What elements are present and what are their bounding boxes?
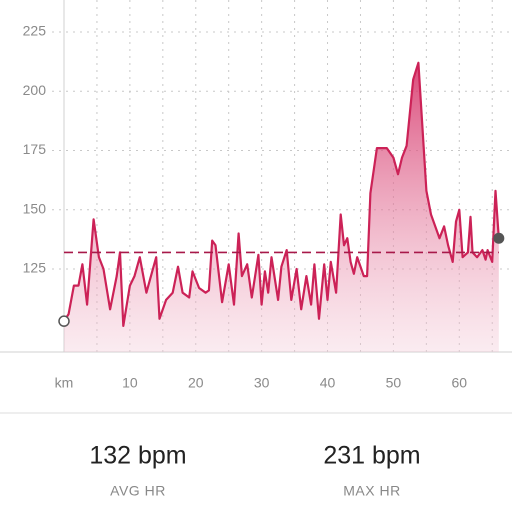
stat-value: 231 bpm	[323, 442, 420, 470]
end-marker	[493, 232, 505, 244]
stat-label: AVG HR	[110, 483, 166, 499]
start-marker	[58, 315, 70, 327]
y-tick-label: 225	[23, 23, 47, 39]
line	[63, 61, 500, 327]
x-tick-label: 30	[254, 375, 270, 391]
y-tick-label: 200	[23, 82, 47, 98]
y-tick-label: 175	[23, 141, 47, 157]
x-tick-label: 50	[386, 375, 402, 391]
stat-value: 132 bpm	[89, 442, 186, 470]
y-tick-label: 125	[23, 260, 47, 276]
x-tick-label: 40	[320, 375, 336, 391]
x-tick-label: 10	[122, 375, 138, 391]
y-tick-label: 150	[23, 200, 47, 216]
x-axis-label: km	[55, 375, 74, 391]
x-tick-label: 20	[188, 375, 204, 391]
stat-label: MAX HR	[343, 483, 400, 499]
x-tick-label: 60	[452, 375, 468, 391]
area	[64, 62, 499, 353]
plot: 125 150 175 200 225 10 20 30 40 50 60	[0, 0, 512, 391]
